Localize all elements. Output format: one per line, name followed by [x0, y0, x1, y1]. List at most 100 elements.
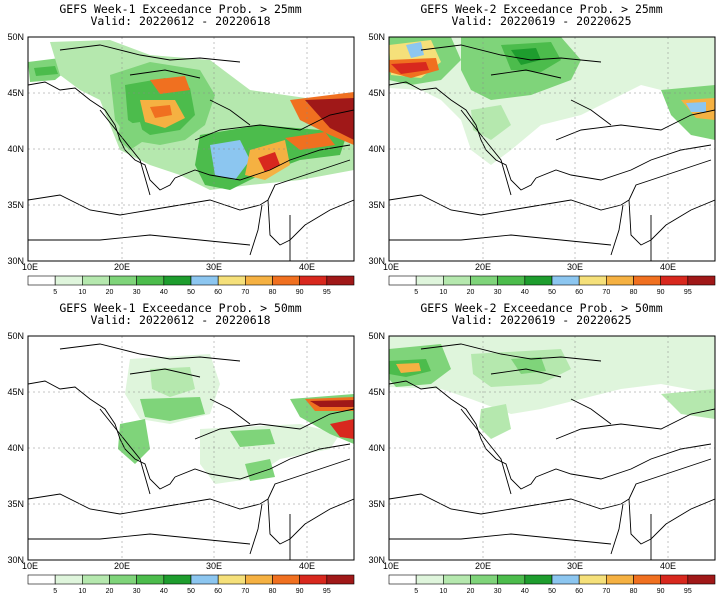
- colorbar-label: 5: [414, 289, 418, 296]
- panel-valid-dates: Valid: 20220619 - 20220625: [451, 313, 632, 327]
- colorbar-swatch: [633, 574, 661, 585]
- colorbar-label: 70: [602, 289, 610, 296]
- axis-labels: 10E 20E 30E 40E 50N 45N 40N 35N 30N: [7, 331, 315, 571]
- x-tick-label: 40E: [660, 561, 676, 571]
- colorbar-swatch: [299, 574, 328, 585]
- panel-week2-50mm: GEFS Week-2 Exceedance Prob. > 50mm Vali…: [361, 299, 722, 598]
- x-tick-label: 20E: [114, 561, 130, 571]
- colorbar-swatch: [497, 574, 526, 585]
- colorbar-label: 50: [187, 289, 195, 296]
- panel-valid-dates: Valid: 20220612 - 20220618: [90, 313, 271, 327]
- colorbar-label: 95: [684, 289, 692, 296]
- colorbar-swatch: [272, 275, 300, 286]
- colorbar-swatch: [687, 574, 716, 585]
- colorbar-label: 60: [214, 588, 222, 595]
- panel-week1-50mm: GEFS Week-1 Exceedance Prob. > 50mm Vali…: [0, 299, 361, 598]
- x-tick-label: 40E: [299, 561, 315, 571]
- y-tick-label: 30N: [368, 256, 385, 266]
- x-tick-label: 40E: [299, 262, 315, 272]
- colorbar-label: 70: [241, 588, 249, 595]
- y-tick-label: 45N: [368, 387, 385, 397]
- panel-title: GEFS Week-1 Exceedance Prob. > 50mm: [59, 301, 302, 315]
- probability-field: [389, 37, 715, 165]
- colorbar-label: 30: [133, 289, 141, 296]
- axis-labels: 10E 20E 30E 40E 50N 45N 40N 35N 30N: [368, 32, 676, 272]
- y-tick-label: 40N: [368, 144, 385, 154]
- gridlines: [389, 336, 715, 560]
- map-frame: [388, 335, 716, 561]
- y-tick-label: 45N: [7, 88, 24, 98]
- colorbar-label: 30: [494, 588, 502, 595]
- colorbar-swatch: [388, 574, 417, 585]
- y-tick-label: 35N: [7, 499, 24, 509]
- colorbar-swatch: [443, 574, 471, 585]
- colorbar-swatch: [415, 574, 444, 585]
- colorbar-label: 20: [467, 588, 475, 595]
- colorbar-label: 90: [296, 289, 304, 296]
- colorbar-label: 50: [187, 588, 195, 595]
- colorbar-label: 40: [521, 588, 529, 595]
- colorbar-label: 90: [657, 588, 665, 595]
- colorbar-label: 90: [657, 289, 665, 296]
- colorbar-swatch: [660, 275, 689, 286]
- colorbar-label: 5: [414, 588, 418, 595]
- colorbar-swatch: [27, 275, 56, 286]
- x-tick-label: 10E: [22, 262, 38, 272]
- colorbar-swatch: [27, 574, 56, 585]
- y-tick-label: 50N: [368, 32, 385, 42]
- colorbar: 5 10 20 30 40 50 60 70 80 90 95: [27, 275, 355, 296]
- colorbar-label: 20: [106, 289, 114, 296]
- coastlines-borders: [28, 343, 354, 560]
- colorbar-swatch: [551, 275, 580, 286]
- y-tick-label: 40N: [7, 144, 24, 154]
- colorbar-label: 40: [160, 588, 168, 595]
- y-tick-label: 50N: [7, 331, 24, 341]
- colorbar-label: 5: [53, 289, 57, 296]
- colorbar-swatch: [82, 574, 110, 585]
- colorbar-label: 10: [78, 289, 86, 296]
- panel-valid-dates: Valid: 20220619 - 20220625: [451, 14, 632, 28]
- colorbar-swatch: [136, 275, 165, 286]
- colorbar-label: 80: [630, 588, 638, 595]
- colorbar-label: 40: [160, 289, 168, 296]
- colorbar-label: 95: [684, 588, 692, 595]
- map-figure: 10E 20E 30E 40E 50N 45N 40N 35N 30N 5 10 2…: [7, 32, 355, 296]
- colorbar-swatch: [606, 574, 634, 585]
- colorbar-swatch: [245, 275, 273, 286]
- colorbar-label: 95: [323, 588, 331, 595]
- colorbar-label: 20: [106, 588, 114, 595]
- colorbar-label: 70: [241, 289, 249, 296]
- y-tick-label: 50N: [368, 331, 385, 341]
- colorbar-label: 90: [296, 588, 304, 595]
- x-tick-label: 30E: [567, 262, 583, 272]
- x-tick-label: 20E: [475, 262, 491, 272]
- colorbar-swatch: [326, 275, 355, 286]
- y-tick-label: 40N: [368, 443, 385, 453]
- colorbar-swatch: [54, 275, 83, 286]
- probability-field: [389, 336, 715, 439]
- colorbar: 5 10 20 30 40 50 60 70 80 90 95: [388, 275, 716, 296]
- colorbar-label: 50: [548, 289, 556, 296]
- colorbar-label: 10: [439, 289, 447, 296]
- map-figure: 10E 20E 30E 40E 50N 45N 40N 35N 30N 5 10 2…: [7, 331, 355, 595]
- colorbar-swatch: [163, 275, 192, 286]
- colorbar-label: 80: [269, 588, 277, 595]
- colorbar-swatch: [54, 574, 83, 585]
- colorbar-swatch: [272, 574, 300, 585]
- map-frame: [27, 335, 355, 561]
- probability-field: [118, 354, 354, 484]
- y-tick-label: 30N: [368, 555, 385, 565]
- colorbar-swatch: [524, 574, 553, 585]
- gridlines: [28, 37, 354, 261]
- colorbar-label: 5: [53, 588, 57, 595]
- map-frame: [388, 36, 716, 262]
- colorbar-swatch: [443, 275, 471, 286]
- x-tick-label: 30E: [206, 262, 222, 272]
- x-tick-label: 20E: [475, 561, 491, 571]
- x-tick-label: 10E: [22, 561, 38, 571]
- colorbar-label: 60: [575, 289, 583, 296]
- colorbar-swatch: [217, 574, 246, 585]
- colorbar-swatch: [109, 275, 137, 286]
- panel-title: GEFS Week-2 Exceedance Prob. > 25mm: [420, 2, 663, 16]
- x-tick-label: 10E: [383, 262, 399, 272]
